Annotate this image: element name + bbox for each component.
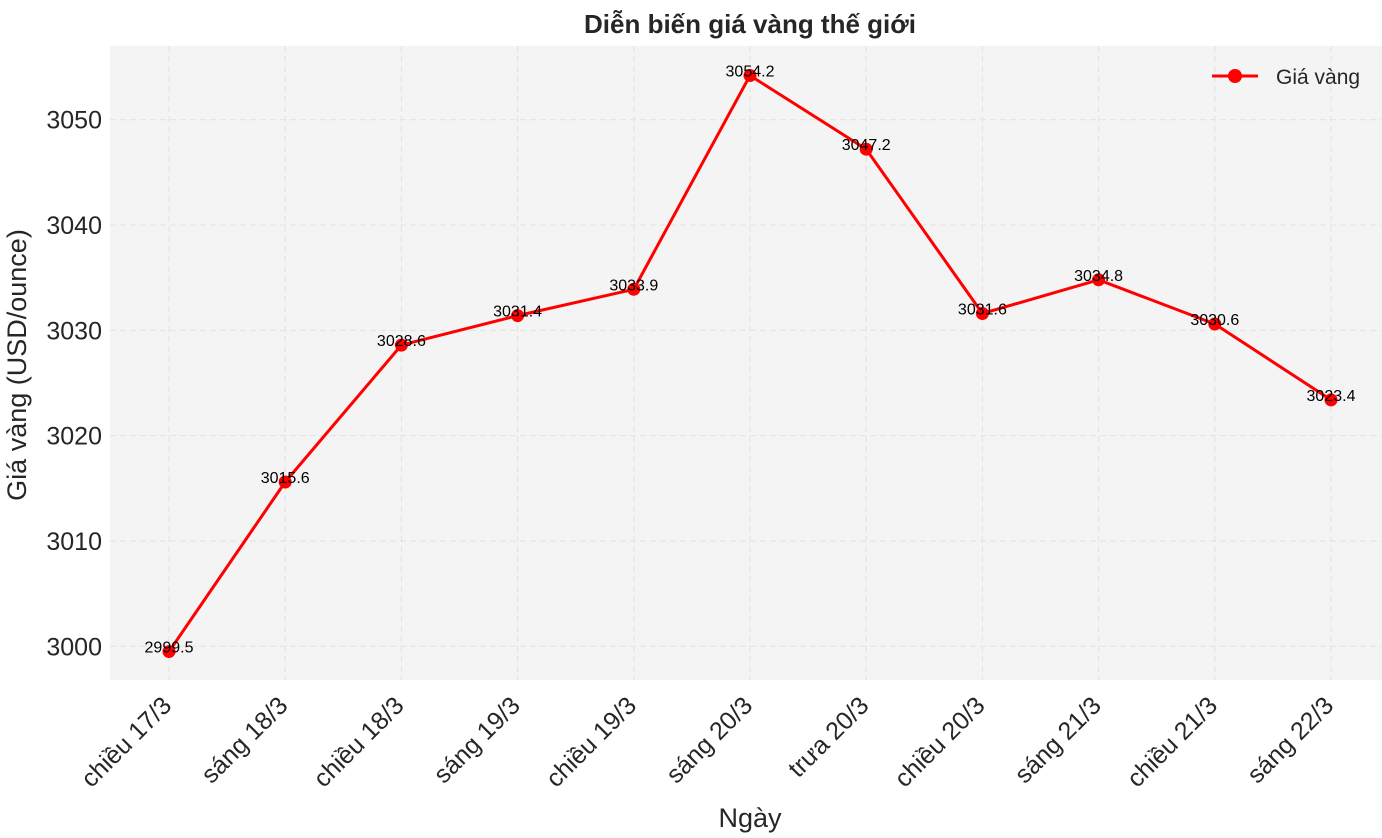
plot-area bbox=[110, 46, 1382, 680]
x-tick-label: sáng 21/3 bbox=[1009, 691, 1106, 788]
x-tick-label: sáng 18/3 bbox=[196, 691, 293, 788]
y-axis-ticks: 3000 3010 3020 3030 3040 3050 bbox=[46, 107, 102, 662]
data-point bbox=[511, 309, 525, 323]
x-tick-label: chiều 21/3 bbox=[1122, 691, 1223, 792]
y-tick-label: 3040 bbox=[46, 212, 102, 240]
data-point bbox=[278, 475, 292, 489]
data-point bbox=[1208, 317, 1222, 331]
data-point bbox=[394, 338, 408, 352]
data-label: 3030.6 bbox=[1190, 312, 1239, 329]
legend: Giá vàng bbox=[1212, 66, 1360, 89]
data-label: 3015.6 bbox=[261, 470, 310, 487]
x-tick-label: trưa 20/3 bbox=[783, 691, 875, 783]
x-tick-label: sáng 20/3 bbox=[661, 691, 758, 788]
legend-marker bbox=[1228, 69, 1242, 83]
data-label: 3034.8 bbox=[1074, 268, 1123, 285]
legend-label: Giá vàng bbox=[1276, 66, 1360, 89]
x-tick-label: sáng 19/3 bbox=[428, 691, 525, 788]
data-label: 3023.4 bbox=[1307, 388, 1356, 405]
data-label: 2999.5 bbox=[145, 640, 194, 657]
y-axis-label: Giá vàng (USD/ounce) bbox=[2, 229, 32, 501]
data-point bbox=[162, 645, 176, 659]
x-axis-ticks: chiều 17/3 sáng 18/3 chiều 18/3 sáng 19/3 ch… bbox=[76, 691, 1339, 792]
data-point bbox=[859, 142, 873, 156]
x-tick-label: chiều 20/3 bbox=[889, 691, 990, 792]
x-tick-label: sáng 22/3 bbox=[1242, 691, 1339, 788]
data-label: 3031.6 bbox=[958, 302, 1007, 319]
x-axis-label: Ngày bbox=[718, 803, 782, 833]
data-label: 3054.2 bbox=[726, 63, 775, 80]
data-point bbox=[743, 68, 757, 82]
y-tick-label: 3000 bbox=[46, 633, 102, 661]
x-tick-label: chiều 19/3 bbox=[541, 691, 642, 792]
data-labels: 2999.5 3015.6 3028.6 3031.4 3033.9 3054.2 3047… bbox=[145, 63, 1356, 656]
x-tick-label: chiều 17/3 bbox=[76, 691, 177, 792]
data-label: 3031.4 bbox=[493, 304, 542, 321]
data-point bbox=[975, 307, 989, 321]
data-point bbox=[1324, 393, 1338, 407]
data-label: 3047.2 bbox=[842, 137, 891, 154]
y-tick-label: 3030 bbox=[46, 317, 102, 345]
series-group bbox=[162, 68, 1338, 659]
y-tick-label: 3050 bbox=[46, 107, 102, 135]
data-point bbox=[1092, 273, 1106, 287]
y-tick-label: 3020 bbox=[46, 423, 102, 451]
y-tick-label: 3010 bbox=[46, 528, 102, 556]
x-tick-label: chiều 18/3 bbox=[308, 691, 409, 792]
data-label: 3033.9 bbox=[609, 277, 658, 294]
data-point bbox=[627, 282, 641, 296]
data-label: 3028.6 bbox=[377, 333, 426, 350]
chart-title: Diễn biến giá vàng thế giới bbox=[584, 9, 916, 39]
